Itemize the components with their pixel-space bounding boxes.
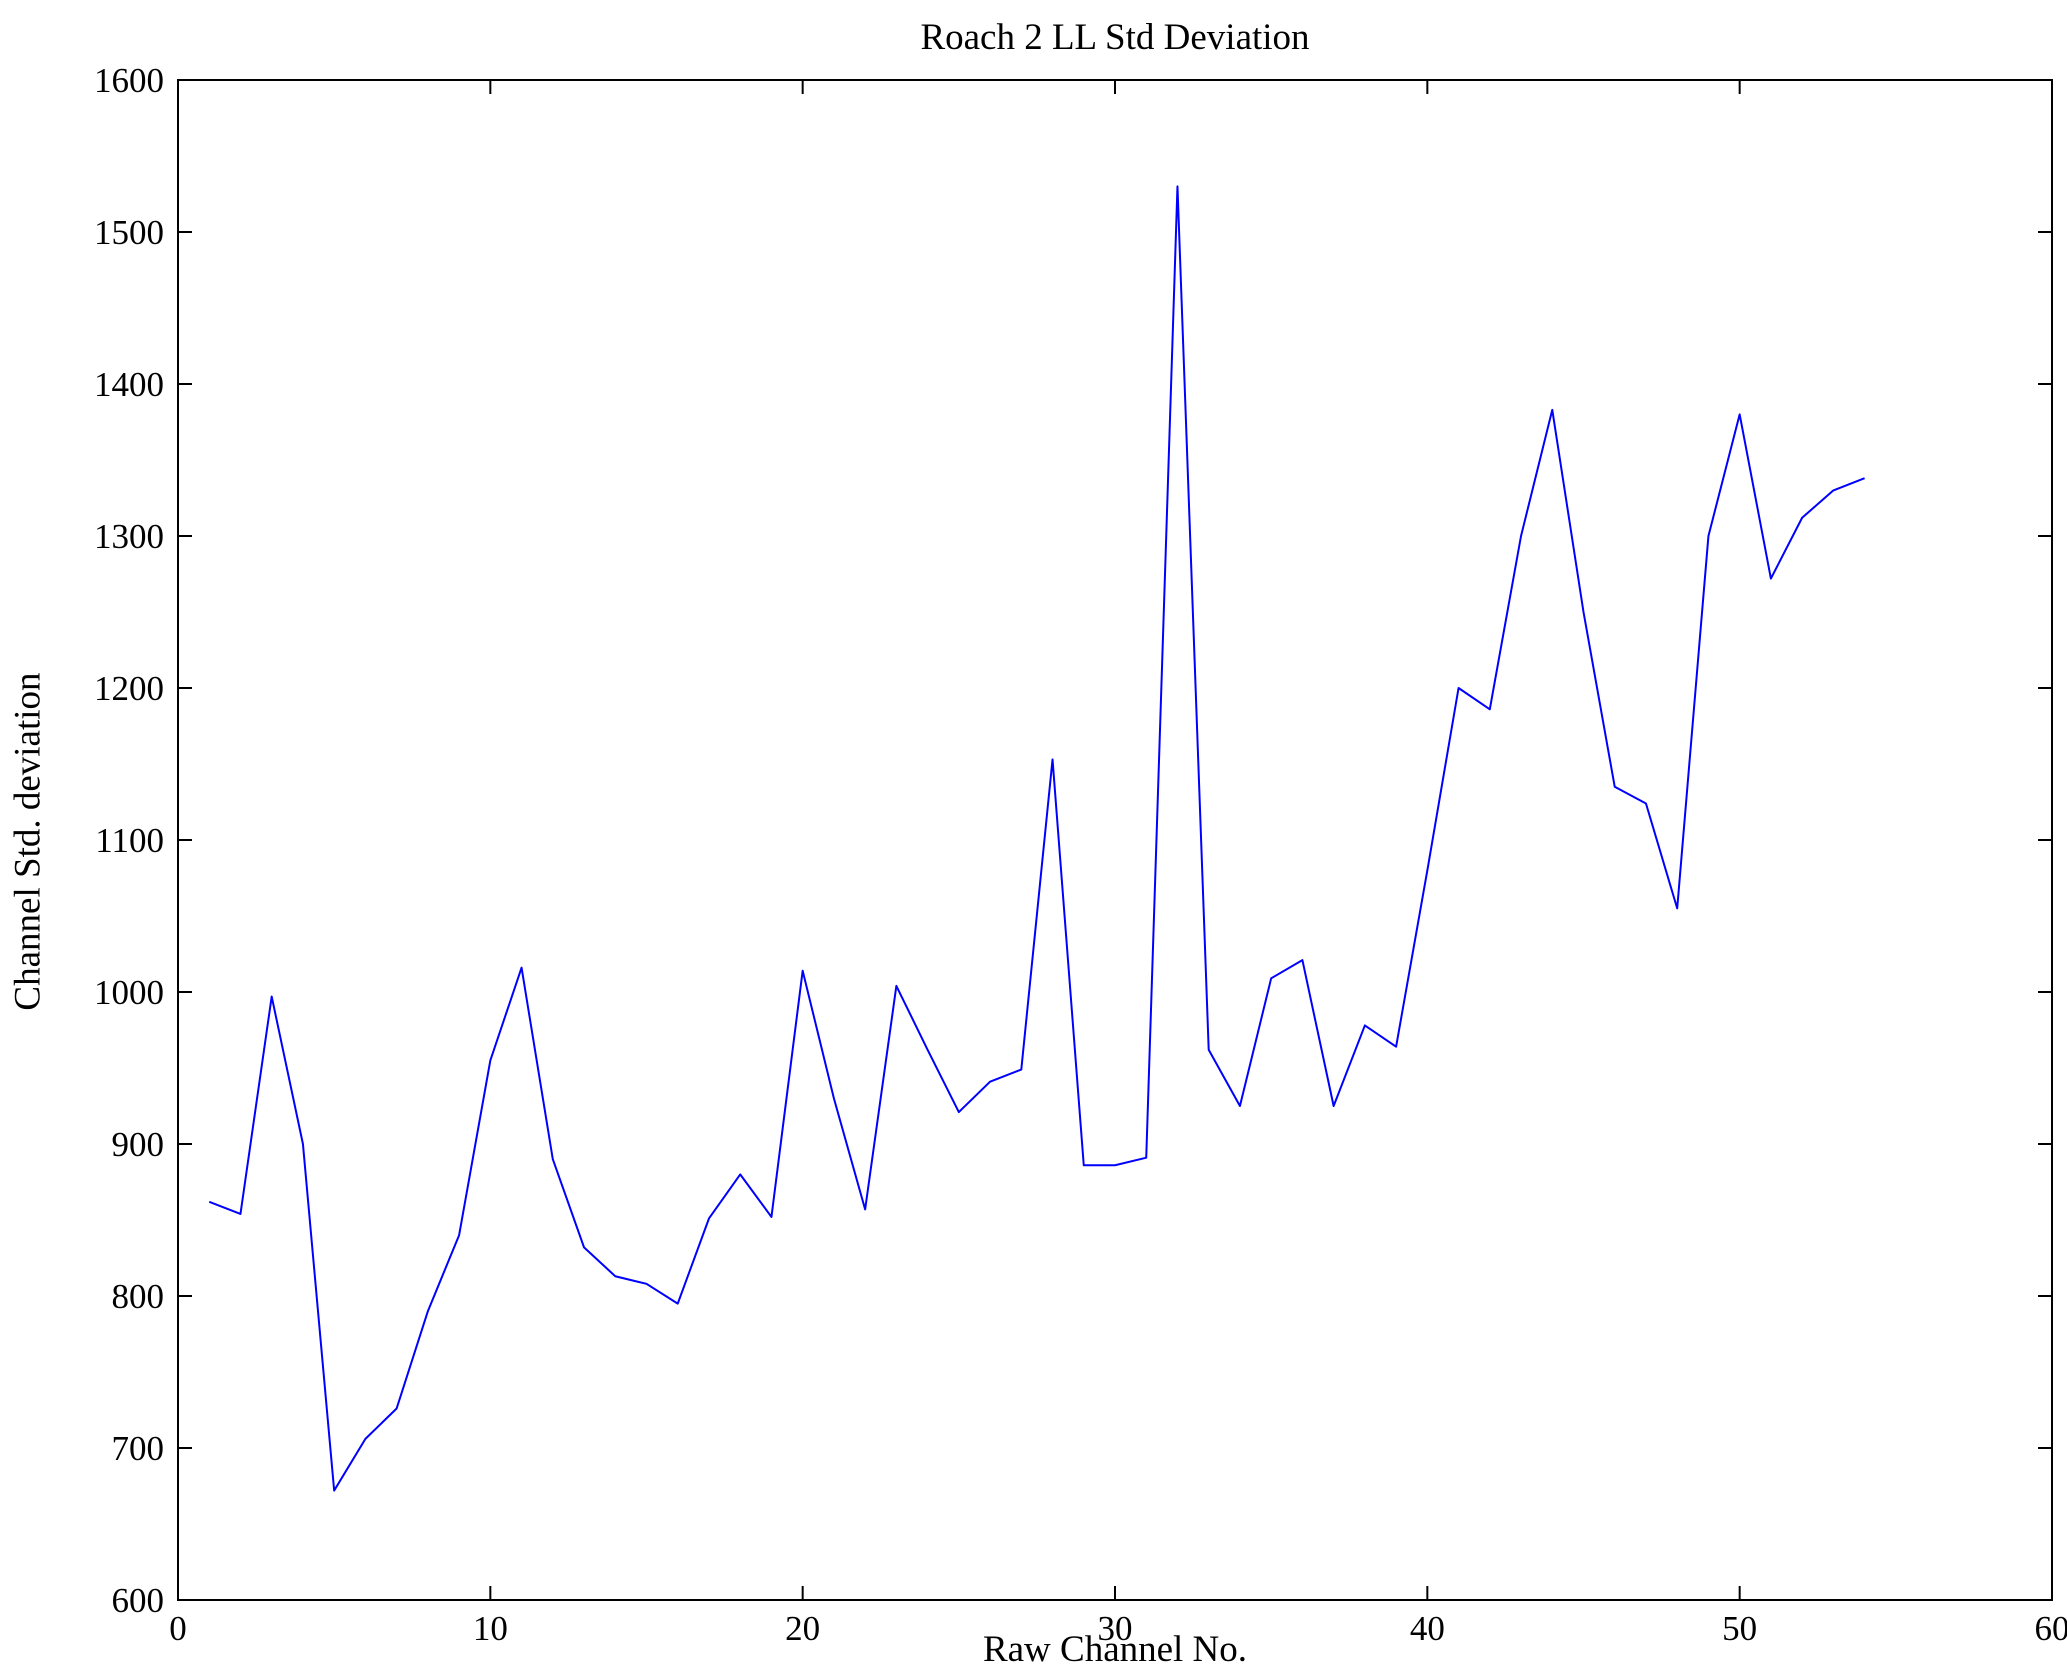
y-tick-label: 600 xyxy=(112,1581,165,1620)
x-tick-label: 50 xyxy=(1722,1609,1757,1648)
x-tick-label: 0 xyxy=(169,1609,187,1648)
chart-title: Roach 2 LL Std Deviation xyxy=(920,17,1310,58)
y-tick-label: 1500 xyxy=(94,213,164,252)
y-tick-label: 700 xyxy=(112,1429,165,1468)
y-tick-label: 1000 xyxy=(94,973,164,1012)
x-axis-label: Raw Channel No. xyxy=(982,1629,1248,1670)
y-tick-label: 1600 xyxy=(94,61,164,100)
x-tick-label: 40 xyxy=(1410,1609,1445,1648)
y-tick-label: 1200 xyxy=(94,669,164,708)
x-tick-label: 10 xyxy=(473,1609,508,1648)
data-line xyxy=(208,185,1865,1492)
y-tick-label: 800 xyxy=(112,1277,165,1316)
x-tick-label: 60 xyxy=(2035,1609,2067,1648)
axes-box xyxy=(177,79,2053,1601)
y-tick-label: 1300 xyxy=(94,517,164,556)
y-tick-label: 1100 xyxy=(95,821,164,860)
y-axis-label: Channel Std. deviation xyxy=(7,672,49,1011)
y-tick-label: 900 xyxy=(112,1125,165,1164)
x-tick-label: 30 xyxy=(1098,1609,1133,1648)
x-tick-label: 20 xyxy=(785,1609,820,1648)
y-tick-label: 1400 xyxy=(94,365,164,404)
